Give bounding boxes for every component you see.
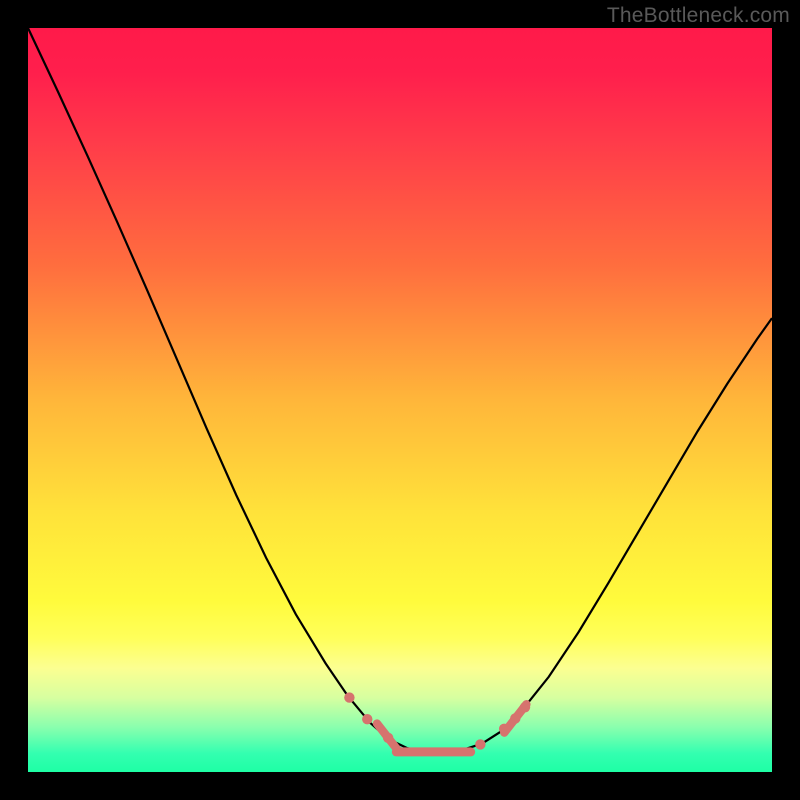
bottleneck-curve bbox=[28, 28, 772, 752]
chart-frame: TheBottleneck.com bbox=[0, 0, 800, 800]
plot-area bbox=[28, 28, 772, 772]
curve-markers bbox=[344, 692, 530, 752]
watermark-text: TheBottleneck.com bbox=[607, 4, 790, 28]
curve-layer bbox=[28, 28, 772, 772]
